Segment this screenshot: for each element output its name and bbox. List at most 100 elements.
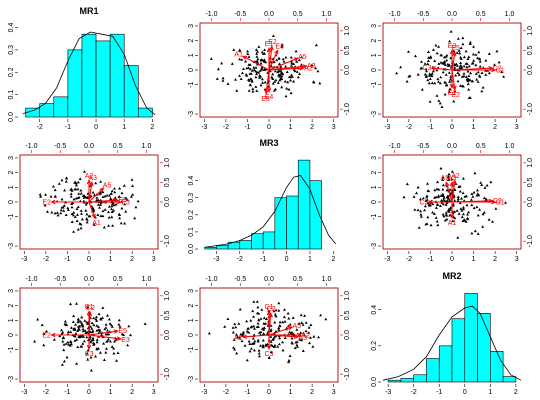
score-point [466,82,470,86]
score-point [461,191,465,195]
score-point [241,71,244,75]
score-point [441,178,445,181]
x-tick-label: -1 [244,124,250,131]
x-tick-label: 0 [87,389,91,396]
score-point [258,69,262,72]
score-point [258,76,261,79]
score-point [476,188,479,192]
score-point [91,191,95,194]
x-tick-label: -3 [21,389,27,396]
score-point [497,60,501,64]
histogram-bar [251,233,264,250]
score-point [445,217,449,221]
loading-label: A2 [304,65,313,72]
score-point [456,199,460,202]
score-point [298,338,302,341]
score-point [453,199,457,202]
score-point [84,209,88,212]
score-point [256,57,260,61]
score-point [415,191,418,195]
score-point [481,225,485,228]
y-tick-label: -3 [371,243,378,249]
score-point [494,207,498,210]
score-point [278,336,282,340]
loading-label: A5 [103,182,112,189]
score-point [73,181,77,184]
score-point [241,330,245,334]
y-tick-label: 1 [371,53,378,57]
score-point [108,339,112,343]
y-tick-label: -3 [8,376,15,382]
score-point [101,190,105,194]
score-point [287,358,291,362]
loading-label: E5 [118,328,127,335]
loading-arrow [268,50,279,71]
score-point [262,344,265,348]
score-point [431,69,435,73]
score-point [458,66,462,70]
y-tick-label: -3 [188,111,195,117]
loading-arrowhead [113,329,120,334]
loading-arrowhead [266,344,272,350]
plot-frame [19,154,159,250]
loading-label: A1 [92,220,101,227]
score-point [470,231,474,235]
score-point [273,69,277,73]
x-tick-label: -2 [406,256,412,263]
score-point [64,213,68,216]
loading-arrowhead [488,198,494,204]
score-point [271,72,275,76]
score-point [489,180,493,184]
score-point [467,77,470,81]
score-point [260,65,264,69]
score-point [50,210,54,214]
loading-label: A5 [441,175,450,182]
x-tick-label: 3 [332,124,336,131]
score-point [98,351,102,354]
score-point [90,321,94,325]
score-point [460,84,464,88]
score-point [65,176,69,180]
score-point [485,183,489,187]
score-point [439,75,443,79]
y-tick-label: -1 [371,213,378,219]
score-point [281,340,284,344]
score-point [475,78,479,81]
score-point [471,52,475,56]
y-tick-label: 0.4 [8,23,15,33]
score-point [249,319,253,322]
score-point [233,347,237,351]
score-point [460,197,463,200]
score-point [76,329,80,332]
score-point [101,306,105,309]
score-point [283,336,287,339]
score-point [257,349,261,352]
y-tick-label: 3 [371,24,378,28]
score-point [76,320,80,324]
score-point [113,196,117,199]
score-point [57,182,61,185]
y-tick-label: 3 [188,289,195,293]
score-point [117,318,121,322]
loading-arrowhead [430,66,436,71]
score-point [82,339,86,343]
score-point [289,332,293,335]
score-point [434,206,438,209]
score-point [462,74,466,78]
score-point [45,329,48,333]
score-point [292,62,296,65]
score-point [449,30,453,33]
histogram-bar [274,197,287,250]
score-point [240,339,244,343]
score-point [437,62,441,65]
score-point [125,198,129,201]
score-point [235,89,239,92]
score-point [460,215,464,219]
score-point [423,208,426,212]
score-point [462,218,466,221]
top-tick-label: -0.5 [417,143,429,150]
score-point [123,221,127,225]
score-point [75,207,79,210]
score-point [235,333,238,336]
loading-label: C1 [85,304,94,311]
